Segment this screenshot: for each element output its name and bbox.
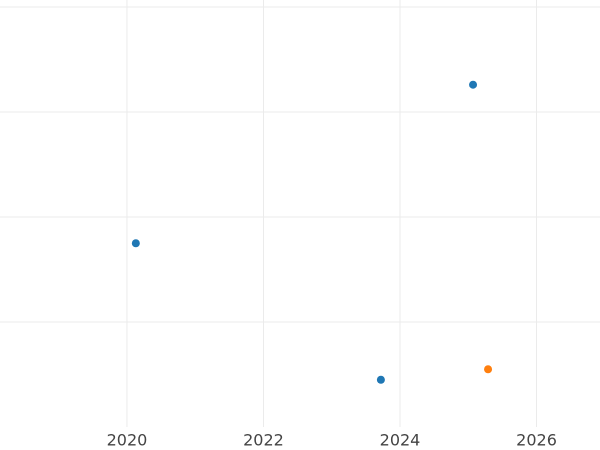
- x-tick-label: 2020: [107, 431, 148, 450]
- x-tick-label: 2022: [243, 431, 284, 450]
- point: [131, 239, 140, 248]
- x-tick-label: 2026: [516, 431, 557, 450]
- point: [469, 80, 478, 89]
- point: [376, 375, 385, 384]
- point: [484, 365, 493, 374]
- x-tick-label: 2024: [380, 431, 421, 450]
